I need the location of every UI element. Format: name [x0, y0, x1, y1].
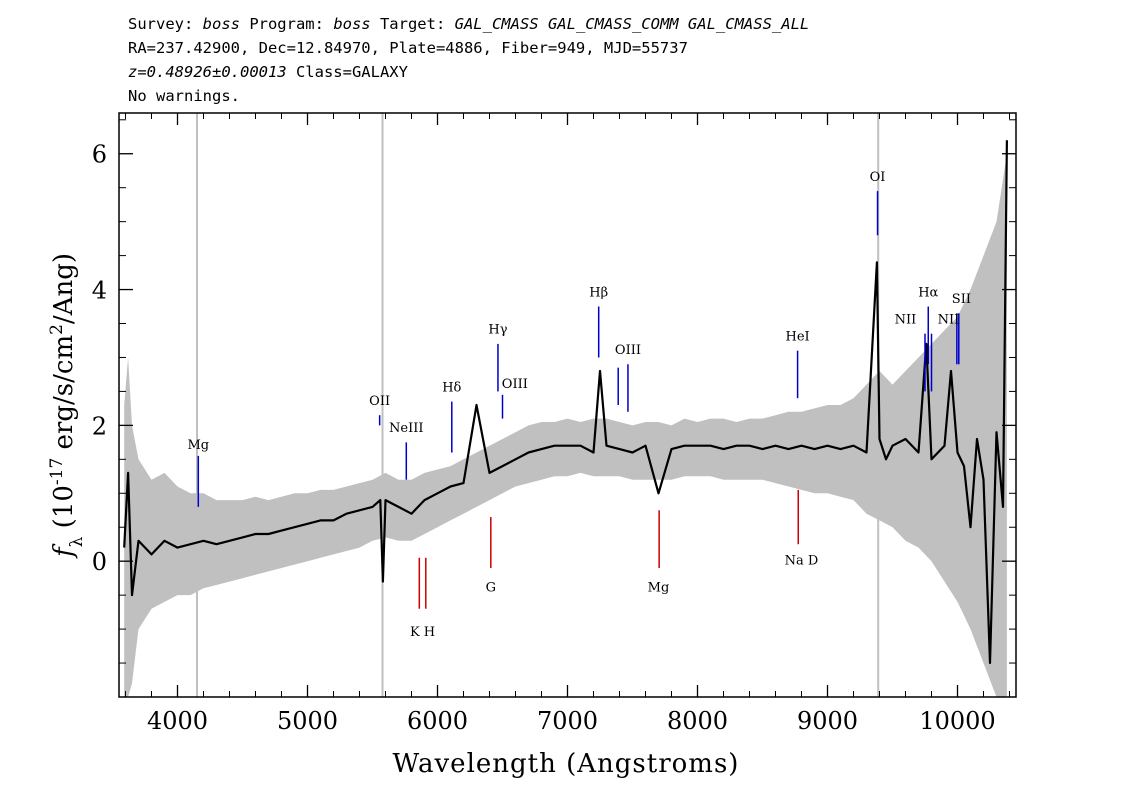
line-label-11: Hα — [918, 285, 938, 300]
program-label: Program: — [239, 15, 334, 33]
line-label-17: Na D — [785, 554, 819, 569]
y-tick-label-2: 4 — [92, 277, 107, 305]
target-value: GAL_CMASS GAL_CMASS_COMM GAL_CMASS_ALL — [454, 15, 810, 33]
y-tick-label-0: 0 — [92, 548, 107, 576]
line-label-16: Mg — [648, 581, 670, 596]
line-label-2: NeIII — [389, 421, 423, 436]
noise-envelope — [124, 153, 1007, 697]
x-tick-label-1: 5000 — [277, 707, 338, 735]
line-label-5: OIII — [502, 377, 528, 392]
header-line-coordinates: RA=237.42900, Dec=12.84970, Plate=4886, … — [128, 39, 688, 57]
x-tick-label-3: 7000 — [537, 707, 598, 735]
survey-label: Survey: — [128, 15, 203, 33]
spectrum-header: Survey: boss Program: boss Target: GAL_C… — [128, 12, 809, 108]
line-label-3: Hδ — [442, 380, 461, 395]
x-tick-label-6: 10000 — [919, 707, 995, 735]
class-value: Class=GALAXY — [286, 63, 408, 81]
axes: 4000 5000 6000 7000 8000 9000 10000 0 2 4 6 — [92, 112, 1017, 735]
line-label-1: OII — [369, 394, 390, 409]
y-axis-label: fλ (10-17 erg/s/cm2/Ang) — [47, 253, 87, 559]
line-label-6: Hβ — [589, 285, 608, 300]
line-label-12: NII — [938, 313, 960, 328]
spectrum-line — [123, 140, 1008, 665]
redshift-value: z=0.48926±0.00013 — [128, 63, 287, 81]
line-label-0: Mg — [187, 438, 209, 453]
header-line-redshift: z=0.48926±0.00013 Class=GALAXY — [128, 60, 809, 84]
survey-value: boss — [202, 15, 240, 33]
header-line-target: Survey: boss Program: boss Target: GAL_C… — [128, 12, 809, 36]
y-axis-label-text: fλ (10-17 erg/s/cm2/Ang) — [47, 253, 87, 559]
line-label-15: G — [486, 581, 496, 596]
y-tick-label-1: 2 — [92, 412, 107, 440]
x-tick-label-5: 9000 — [797, 707, 858, 735]
target-label: Target: — [370, 15, 455, 33]
line-label-8: HeI — [786, 329, 810, 344]
line-label-7: OIII — [615, 343, 641, 358]
line-label-14: K H — [410, 625, 435, 640]
line-label-13: SII — [952, 292, 971, 307]
x-tick-label-0: 4000 — [147, 707, 208, 735]
y-tick-label-3: 6 — [92, 141, 107, 169]
x-tick-label-4: 8000 — [667, 707, 728, 735]
header-line-warnings: No warnings. — [128, 87, 240, 105]
program-value: boss — [333, 15, 371, 33]
line-label-9: OI — [870, 170, 886, 185]
line-label-4: Hγ — [488, 323, 507, 338]
x-tick-label-2: 6000 — [407, 707, 468, 735]
line-label-10: NII — [895, 313, 917, 328]
x-axis-label: Wavelength (Angstroms) — [393, 749, 740, 779]
